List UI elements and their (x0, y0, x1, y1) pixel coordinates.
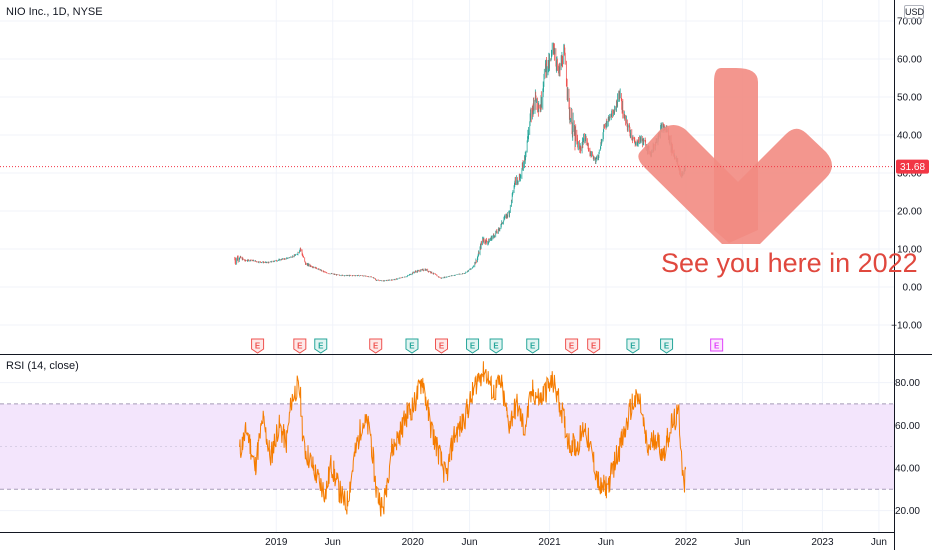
earnings-marker-label: E (470, 342, 476, 351)
price-axis: −10.00 0.00 10.00 20.00 30.00 40.00 50.00 60.00… (891, 17, 922, 332)
earnings-marker (314, 338, 328, 354)
time-tick-label: Jun (871, 537, 887, 548)
price-tick-label: 50.00 (897, 93, 922, 104)
annotation-caption: See you here in 2022 (661, 248, 918, 278)
time-tick-label: 2020 (402, 537, 425, 548)
time-tick-label: 2023 (811, 537, 834, 548)
earnings-marker (526, 338, 540, 354)
price-tick-label: −10.00 (891, 321, 922, 332)
price-tick-label: 30.00 (897, 169, 922, 180)
earnings-marker-label: E (373, 342, 379, 351)
earnings-marker-label: E (591, 342, 597, 351)
price-tick-label: 0.00 (903, 283, 923, 294)
time-tick-label: Jun (325, 537, 341, 548)
last-price-label: 31.68 (900, 162, 925, 173)
arrow-annotation (638, 68, 832, 244)
price-tick-label: 40.00 (897, 131, 922, 142)
earnings-marker (466, 338, 480, 354)
earnings-marker (626, 338, 640, 354)
earnings-marker-label: E (297, 342, 303, 351)
earnings-marker (435, 338, 449, 354)
rsi-tick-label: 60.00 (895, 421, 920, 432)
earnings-marker (565, 338, 579, 354)
earnings-marker-label: E (714, 342, 720, 351)
earnings-marker-label: E (493, 342, 499, 351)
earnings-marker (710, 338, 724, 352)
earnings-marker (489, 338, 503, 354)
caption-layer: See you here in 2022 (661, 248, 918, 278)
rsi-tick-label: 20.00 (895, 506, 920, 517)
earnings-marker (587, 338, 601, 354)
time-tick-label: Jun (598, 537, 614, 548)
price-tick-label: 20.00 (897, 207, 922, 218)
time-tick-label: 2022 (675, 537, 698, 548)
earnings-marker (660, 338, 674, 354)
earnings-marker-label: E (318, 342, 324, 351)
rsi-series (239, 361, 687, 517)
rsi-line (239, 361, 687, 517)
time-tick-label: Jun (734, 537, 750, 548)
price-tick-label: 60.00 (897, 55, 922, 66)
rsi-axis: 20.00 40.00 60.00 80.00 (895, 378, 920, 517)
rsi-title: RSI (14, close) (6, 360, 79, 372)
currency-badge[interactable]: USD (904, 5, 925, 19)
earnings-marker-label: E (530, 342, 536, 351)
arrow-head (638, 125, 832, 244)
price-series (234, 42, 686, 282)
earnings-marker (369, 338, 383, 354)
last-price-tag (896, 159, 929, 174)
earnings-marker-label: E (255, 342, 261, 351)
price-tick-label: 70.00 (897, 17, 922, 28)
time-tick-label: 2019 (265, 537, 288, 548)
earnings-marker-label: E (439, 342, 445, 351)
earnings-marker (293, 338, 307, 354)
symbol-title: NIO Inc., 1D, NYSE (6, 6, 103, 18)
price-tick-label: 10.00 (897, 245, 922, 256)
time-tick-label: 2021 (538, 537, 561, 548)
last-price-layer: 31.68 (0, 159, 929, 174)
earnings-marker-label: E (569, 342, 575, 351)
earnings-marker (251, 338, 265, 354)
time-tick-label: Jun (461, 537, 477, 548)
time-axis: 2019 Jun 2020 Jun 2021 Jun 2022 Jun 2023 Jun (265, 537, 887, 548)
rsi-tick-label: 40.00 (895, 463, 920, 474)
earnings-marker (405, 338, 419, 354)
earnings-marker-label: E (630, 342, 636, 351)
earnings-marker-label: E (664, 342, 670, 351)
earnings-marker-label: E (409, 342, 415, 351)
rsi-tick-label: 80.00 (895, 378, 920, 389)
